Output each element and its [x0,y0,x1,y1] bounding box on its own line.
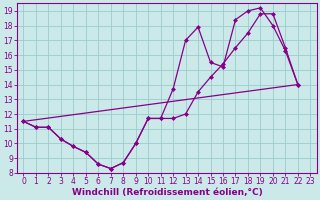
X-axis label: Windchill (Refroidissement éolien,°C): Windchill (Refroidissement éolien,°C) [72,188,262,197]
